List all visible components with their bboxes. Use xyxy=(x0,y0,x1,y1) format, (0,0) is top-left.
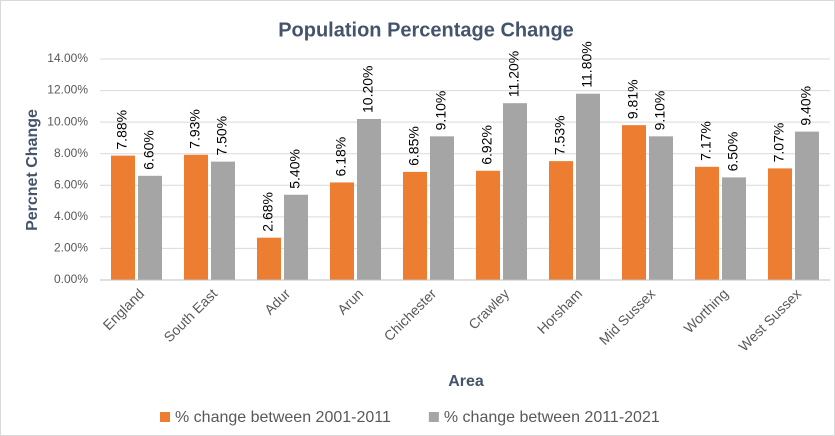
y-tick-label: 6.00% xyxy=(54,177,88,191)
data-label: 11.20% xyxy=(506,51,522,97)
data-label: 7.07% xyxy=(771,123,787,163)
chart-title: Population Percentage Change xyxy=(278,19,574,41)
bar xyxy=(211,161,235,280)
data-label: 2.68% xyxy=(260,192,276,232)
bar xyxy=(722,177,746,280)
bar xyxy=(184,154,208,280)
data-label: 6.60% xyxy=(141,130,157,170)
data-label: 9.40% xyxy=(798,86,814,126)
data-label: 7.88% xyxy=(114,110,130,150)
bar xyxy=(622,125,646,280)
data-label: 6.85% xyxy=(406,126,422,166)
bar xyxy=(695,166,719,280)
y-tick-label: 8.00% xyxy=(54,146,88,160)
y-tick-label: 12.00% xyxy=(47,83,88,97)
data-label: 7.50% xyxy=(214,116,230,156)
y-tick-label: 10.00% xyxy=(47,114,88,128)
y-axis-title: Percnet Change xyxy=(24,109,41,231)
bar xyxy=(549,161,573,280)
data-label: 9.10% xyxy=(652,91,668,131)
bar xyxy=(257,237,281,280)
bar xyxy=(476,170,500,280)
data-label: 7.93% xyxy=(187,109,203,149)
bar xyxy=(768,168,792,280)
y-tick-label: 14.00% xyxy=(47,51,88,65)
bar xyxy=(503,103,527,280)
bar xyxy=(795,131,819,280)
data-label: 6.18% xyxy=(333,137,349,177)
data-label: 7.53% xyxy=(552,115,568,155)
legend-label: % change between 2001-2011 xyxy=(175,409,391,426)
x-axis-title: Area xyxy=(448,373,484,390)
bar xyxy=(576,93,600,280)
y-tick-label: 0.00% xyxy=(54,272,88,286)
bar xyxy=(430,136,454,280)
bar xyxy=(111,155,135,280)
data-label: 7.17% xyxy=(698,121,714,161)
data-label: 6.92% xyxy=(479,125,495,165)
data-label: 11.80% xyxy=(579,41,595,87)
bar xyxy=(649,136,673,280)
bar xyxy=(138,175,162,280)
legend-swatch xyxy=(428,412,439,422)
legend-label: % change between 2011-2021 xyxy=(444,409,660,426)
bar xyxy=(284,194,308,280)
data-label: 6.50% xyxy=(725,132,741,172)
bar xyxy=(403,171,427,280)
legend-swatch xyxy=(160,412,170,422)
data-label: 9.10% xyxy=(433,91,449,131)
y-tick-label: 4.00% xyxy=(54,209,88,223)
bar xyxy=(357,118,381,280)
bar xyxy=(330,182,354,280)
data-label: 9.81% xyxy=(625,79,641,119)
y-tick-label: 2.00% xyxy=(54,241,88,255)
data-label: 10.20% xyxy=(360,66,376,113)
data-label: 5.40% xyxy=(287,149,303,189)
